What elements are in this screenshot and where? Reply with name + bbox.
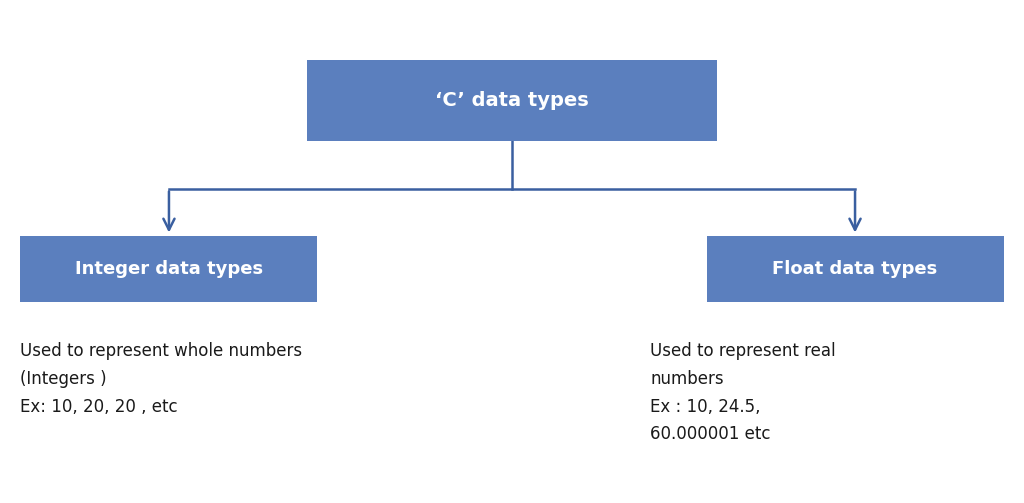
FancyBboxPatch shape (707, 236, 1004, 302)
Text: Used to represent real
numbers
Ex : 10, 24.5,
60.000001 etc: Used to represent real numbers Ex : 10, … (650, 342, 836, 444)
Text: Used to represent whole numbers
(Integers )
Ex: 10, 20, 20 , etc: Used to represent whole numbers (Integer… (20, 342, 303, 415)
Text: Float data types: Float data types (772, 260, 938, 278)
Text: ‘C’ data types: ‘C’ data types (435, 91, 589, 110)
FancyBboxPatch shape (307, 60, 717, 141)
FancyBboxPatch shape (20, 236, 317, 302)
Text: Integer data types: Integer data types (75, 260, 263, 278)
